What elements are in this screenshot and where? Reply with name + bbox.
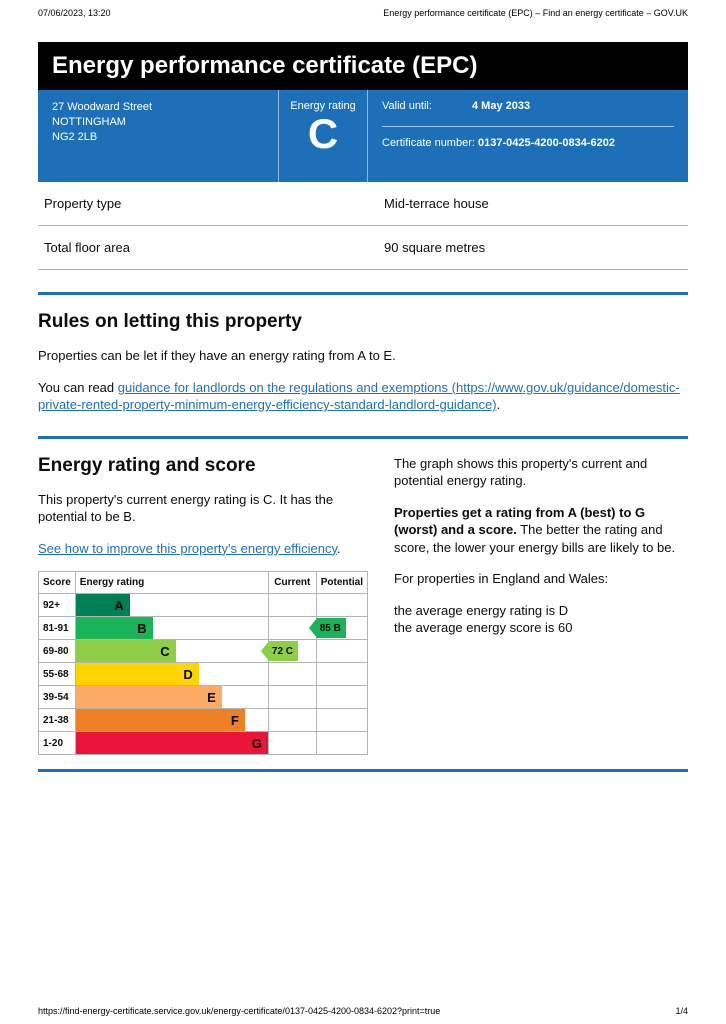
valid-block: Valid until: 4 May 2033 Certificate numb… bbox=[368, 90, 688, 182]
chart-band-cell: A bbox=[75, 594, 268, 617]
address-line1: 27 Woodward Street bbox=[52, 100, 264, 115]
chart-potential-cell bbox=[316, 640, 367, 663]
chart-row: 81-91B 85 B bbox=[39, 617, 368, 640]
address-postcode: NG2 2LB bbox=[52, 130, 264, 145]
right-p4b: the average energy score is 60 bbox=[394, 620, 573, 635]
chart-band: C bbox=[76, 640, 176, 662]
rules-p1: Properties can be let if they have an en… bbox=[38, 347, 688, 365]
table-row: Total floor area 90 square metres bbox=[38, 226, 688, 270]
rules-heading: Rules on letting this property bbox=[38, 311, 688, 333]
chart-current-cell bbox=[268, 663, 316, 686]
chart-score: 69-80 bbox=[39, 640, 76, 663]
rating-letter: C bbox=[285, 112, 361, 156]
chart-row: 21-38F bbox=[39, 709, 368, 732]
cert-number: 0137-0425-4200-0834-6202 bbox=[478, 137, 615, 149]
right-p3: For properties in England and Wales: bbox=[394, 570, 688, 588]
energy-rating-section: Energy rating and score This property's … bbox=[38, 455, 688, 756]
chart-current-cell bbox=[268, 686, 316, 709]
chart-th-rating: Energy rating bbox=[75, 572, 268, 594]
ers-link-after: . bbox=[337, 541, 341, 556]
chart-row: 39-54E bbox=[39, 686, 368, 709]
section-divider bbox=[38, 292, 688, 295]
right-p1: The graph shows this property's current … bbox=[394, 455, 688, 490]
right-p4: the average energy rating is D the avera… bbox=[394, 602, 688, 637]
chart-score: 81-91 bbox=[39, 617, 76, 640]
chart-band: E bbox=[76, 686, 222, 708]
improve-efficiency-link[interactable]: See how to improve this property's energ… bbox=[38, 541, 337, 556]
chart-score: 39-54 bbox=[39, 686, 76, 709]
table-row: Property type Mid-terrace house bbox=[38, 182, 688, 226]
prop-label: Total floor area bbox=[44, 240, 384, 255]
chart-pointer: 72 C bbox=[261, 641, 298, 661]
chart-current-cell bbox=[268, 594, 316, 617]
section-divider bbox=[38, 769, 688, 772]
rules-p2-after: . bbox=[497, 397, 501, 412]
chart-current-cell bbox=[268, 709, 316, 732]
chart-score: 21-38 bbox=[39, 709, 76, 732]
ers-heading: Energy rating and score bbox=[38, 455, 368, 477]
chart-band: F bbox=[76, 709, 245, 731]
chart-th-current: Current bbox=[268, 572, 316, 594]
chart-row: 92+A bbox=[39, 594, 368, 617]
chart-current-cell: 72 C bbox=[268, 640, 316, 663]
content: Energy performance certificate (EPC) 27 … bbox=[0, 22, 726, 772]
chart-band-cell: E bbox=[75, 686, 268, 709]
chart-band-cell: B bbox=[75, 617, 268, 640]
chart-band-cell: D bbox=[75, 663, 268, 686]
rules-p2: You can read guidance for landlords on t… bbox=[38, 379, 688, 414]
rules-p2-before: You can read bbox=[38, 380, 118, 395]
rating-block: Energy rating C bbox=[278, 90, 368, 182]
chart-potential-cell bbox=[316, 709, 367, 732]
valid-until-date: 4 May 2033 bbox=[472, 100, 530, 112]
cert-number-label: Certificate number: bbox=[382, 137, 475, 149]
print-doc-title: Energy performance certificate (EPC) – F… bbox=[383, 8, 688, 18]
chart-band: D bbox=[76, 663, 199, 685]
chart-potential-cell: 85 B bbox=[316, 617, 367, 640]
col-left: Energy rating and score This property's … bbox=[38, 455, 368, 756]
chart-current-cell bbox=[268, 732, 316, 755]
prop-value: Mid-terrace house bbox=[384, 196, 489, 211]
print-header: 07/06/2023, 13:20 Energy performance cer… bbox=[0, 0, 726, 22]
chart-band-cell: G bbox=[75, 732, 268, 755]
footer-url: https://find-energy-certificate.service.… bbox=[38, 1006, 440, 1016]
chart-potential-cell bbox=[316, 594, 367, 617]
right-p4a: the average energy rating is D bbox=[394, 603, 568, 618]
section-divider bbox=[38, 436, 688, 439]
summary-panel: 27 Woodward Street NOTTINGHAM NG2 2LB En… bbox=[38, 90, 688, 182]
print-datetime: 07/06/2023, 13:20 bbox=[38, 8, 111, 18]
chart-score: 92+ bbox=[39, 594, 76, 617]
chart-th-potential: Potential bbox=[316, 572, 367, 594]
col-right: The graph shows this property's current … bbox=[394, 455, 688, 756]
chart-band: B bbox=[76, 617, 153, 639]
valid-until-label: Valid until: bbox=[382, 100, 472, 112]
chart-band: G bbox=[76, 732, 268, 754]
ers-link-p: See how to improve this property's energ… bbox=[38, 540, 368, 558]
chart-row: 55-68D bbox=[39, 663, 368, 686]
ers-p1: This property's current energy rating is… bbox=[38, 491, 368, 526]
valid-divider bbox=[382, 126, 674, 127]
chart-pointer: 85 B bbox=[309, 618, 346, 638]
address-block: 27 Woodward Street NOTTINGHAM NG2 2LB bbox=[38, 90, 278, 182]
chart-band-cell: C bbox=[75, 640, 268, 663]
address-line2: NOTTINGHAM bbox=[52, 115, 264, 130]
chart-row: 69-80C 72 C bbox=[39, 640, 368, 663]
right-p2: Properties get a rating from A (best) to… bbox=[394, 504, 688, 557]
page-title: Energy performance certificate (EPC) bbox=[38, 42, 688, 90]
prop-value: 90 square metres bbox=[384, 240, 485, 255]
energy-chart: Score Energy rating Current Potential 92… bbox=[38, 571, 368, 755]
print-footer: https://find-energy-certificate.service.… bbox=[38, 1006, 688, 1016]
chart-score: 1-20 bbox=[39, 732, 76, 755]
chart-row: 1-20G bbox=[39, 732, 368, 755]
chart-band-cell: F bbox=[75, 709, 268, 732]
landlord-guidance-link[interactable]: guidance for landlords on the regulation… bbox=[38, 380, 680, 413]
prop-label: Property type bbox=[44, 196, 384, 211]
chart-band: A bbox=[76, 594, 130, 616]
chart-potential-cell bbox=[316, 732, 367, 755]
chart-potential-cell bbox=[316, 663, 367, 686]
chart-th-score: Score bbox=[39, 572, 76, 594]
footer-page: 1/4 bbox=[675, 1006, 688, 1016]
property-table: Property type Mid-terrace house Total fl… bbox=[38, 182, 688, 270]
chart-score: 55-68 bbox=[39, 663, 76, 686]
chart-potential-cell bbox=[316, 686, 367, 709]
